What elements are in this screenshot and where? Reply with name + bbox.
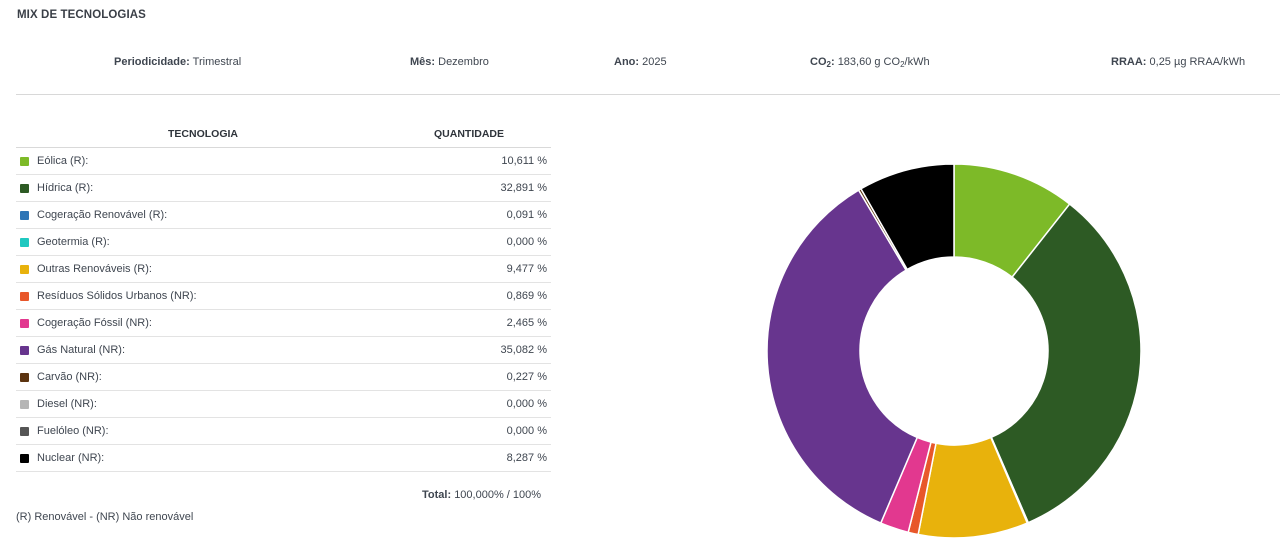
mes-label: Mês: [410, 56, 436, 68]
technology-value: 0,091 % [506, 209, 547, 221]
table-row: Hídrica (R): 32,891 % [16, 175, 551, 202]
technology-label: Resíduos Sólidos Urbanos (NR): [37, 290, 197, 302]
technology-label: Carvão (NR): [37, 371, 102, 383]
table-row: Eólica (R): 10,611 % [16, 148, 551, 175]
color-swatch [20, 400, 29, 409]
rraa-label: RRAA: [1111, 56, 1147, 68]
mes-info: Mês: Dezembro [410, 56, 489, 68]
ano-info: Ano: 2025 [614, 56, 667, 68]
technology-value: 2,465 % [506, 317, 547, 329]
rraa-value: 0,25 µg RRAA/kWh [1149, 56, 1246, 68]
technology-value: 35,082 % [500, 344, 547, 356]
separator [16, 94, 1280, 95]
ano-label: Ano: [614, 56, 640, 68]
total-value: 100,000% / 100% [454, 489, 542, 501]
total-label: Total: [422, 489, 452, 501]
table-row: Nuclear (NR): 8,287 % [16, 445, 551, 472]
color-swatch [20, 292, 29, 301]
technology-value: 0,227 % [506, 371, 547, 383]
table-row: Diesel (NR): 0,000 % [16, 391, 551, 418]
technology-label: Fuelóleo (NR): [37, 425, 109, 437]
co2-value: 183,60 g CO2/kWh [837, 56, 930, 69]
co2-info: CO2: 183,60 g CO2/kWh [810, 56, 930, 69]
table-row: Gás Natural (NR): 35,082 % [16, 337, 551, 364]
color-swatch [20, 184, 29, 193]
donut-slice[interactable] [859, 163, 955, 271]
donut-slice[interactable] [766, 189, 919, 525]
technology-table: TECNOLOGIA QUANTIDADE Eólica (R): 10,611 … [16, 120, 551, 472]
periodicidade-label: Periodicidade: [114, 56, 190, 68]
technology-value: 0,000 % [506, 398, 547, 410]
header-quantidade: QUANTIDADE [434, 128, 504, 140]
co2-label: CO2: [810, 56, 835, 69]
table-row: Outras Renováveis (R): 9,477 % [16, 256, 551, 283]
color-swatch [20, 427, 29, 436]
color-swatch [20, 211, 29, 220]
table-row: Cogeração Fóssil (NR): 2,465 % [16, 310, 551, 337]
technology-donut-chart [766, 163, 1142, 539]
color-swatch [20, 346, 29, 355]
technology-value: 9,477 % [506, 263, 547, 275]
table-row: Carvão (NR): 0,227 % [16, 364, 551, 391]
technology-label: Diesel (NR): [37, 398, 97, 410]
donut-slice[interactable] [990, 202, 1142, 524]
periodicidade-value: Trimestral [192, 56, 242, 68]
technology-label: Gás Natural (NR): [37, 344, 126, 356]
technology-label: Cogeração Renovável (R): [37, 209, 168, 221]
technology-value: 0,000 % [506, 425, 547, 437]
technology-value: 0,000 % [506, 236, 547, 248]
color-swatch [20, 319, 29, 328]
table-header: TECNOLOGIA QUANTIDADE [16, 120, 551, 148]
technology-label: Cogeração Fóssil (NR): [37, 317, 152, 329]
technology-label: Nuclear (NR): [37, 452, 105, 464]
total: Total: 100,000% / 100% [422, 489, 541, 501]
technology-label: Outras Renováveis (R): [37, 263, 152, 275]
table-row: Geotermia (R): 0,000 % [16, 229, 551, 256]
mes-value: Dezembro [438, 56, 489, 68]
periodicidade-info: Periodicidade: Trimestral [114, 56, 241, 68]
legend-note: (R) Renovável - (NR) Não renovável [16, 511, 194, 523]
table-row: Cogeração Renovável (R): 0,091 % [16, 202, 551, 229]
header-tecnologia: TECNOLOGIA [168, 128, 238, 140]
technology-value: 32,891 % [500, 182, 547, 194]
rraa-info: RRAA: 0,25 µg RRAA/kWh [1111, 56, 1245, 68]
technology-value: 10,611 % [501, 155, 547, 167]
ano-value: 2025 [642, 56, 667, 68]
table-row: Resíduos Sólidos Urbanos (NR): 0,869 % [16, 283, 551, 310]
technology-value: 0,869 % [506, 290, 547, 302]
section-title: MIX DE TECNOLOGIAS [17, 9, 146, 21]
technology-label: Eólica (R): [37, 155, 89, 167]
info-bar: Periodicidade: Trimestral Mês: Dezembro … [16, 52, 1280, 72]
technology-label: Hídrica (R): [37, 182, 94, 194]
color-swatch [20, 157, 29, 166]
table-row: Fuelóleo (NR): 0,000 % [16, 418, 551, 445]
color-swatch [20, 373, 29, 382]
color-swatch [20, 265, 29, 274]
color-swatch [20, 238, 29, 247]
table-body: Eólica (R): 10,611 % Hídrica (R): 32,891 % C… [16, 148, 551, 472]
technology-value: 8,287 % [506, 452, 547, 464]
technology-label: Geotermia (R): [37, 236, 110, 248]
color-swatch [20, 454, 29, 463]
